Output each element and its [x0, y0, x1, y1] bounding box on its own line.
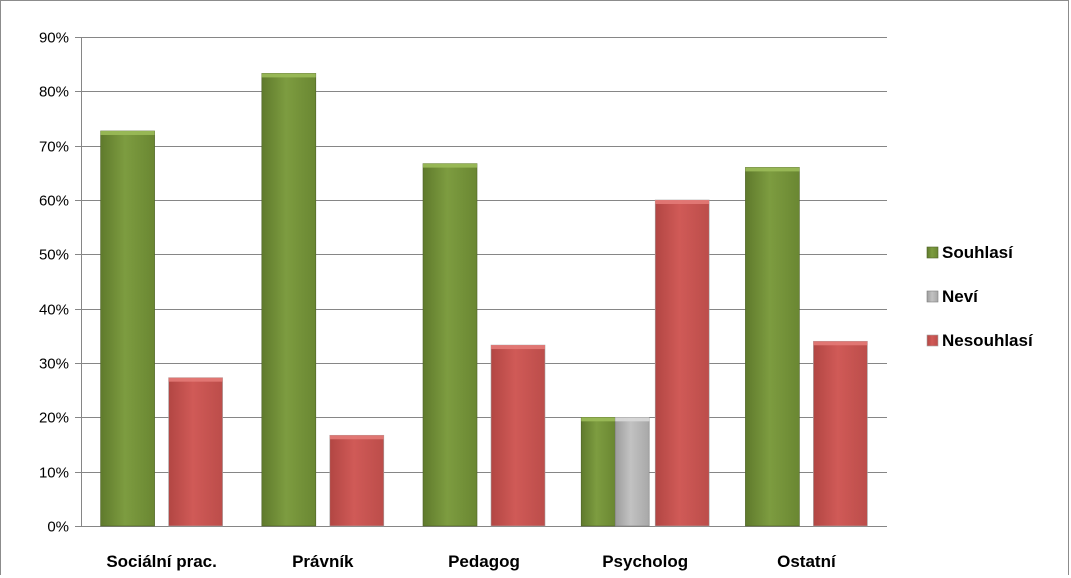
bar-highlight [655, 200, 710, 204]
bar-highlight [581, 417, 616, 422]
x-tick-label: Psycholog [602, 552, 688, 571]
bar-souhlasí-1 [100, 130, 155, 527]
y-tick-label: 80% [39, 84, 69, 101]
y-tick-label: 40% [39, 302, 69, 319]
bar-highlight [329, 435, 384, 440]
x-tick-label: Ostatní [777, 552, 837, 571]
bar-highlight [615, 417, 650, 422]
bar-souhlasí-3 [422, 163, 478, 527]
bar-nesouhlasí-4 [654, 199, 710, 527]
y-tick-label: 60% [39, 193, 69, 210]
legend-swatch-souhlasí [926, 246, 939, 259]
y-tick-label: 0% [47, 519, 69, 536]
labels: 0% 10% 20% 30% 40% 50% 60% 70% 80% 90% Sociální pr… [39, 30, 837, 572]
bar-highlight [100, 130, 155, 135]
y-tick-label: 30% [39, 356, 69, 373]
bar-neví-4 [614, 417, 650, 527]
legend-swatch-nesouhlasí [926, 334, 939, 347]
legend-label-neví: Neví [942, 287, 979, 306]
bar-highlight [745, 167, 800, 172]
bar-highlight [168, 377, 223, 382]
legend-label-souhlasí: Souhlasí [942, 243, 1014, 262]
bar-souhlasí-5 [745, 167, 800, 527]
y-tick-label: 90% [39, 30, 69, 47]
y-tick-label: 50% [39, 247, 69, 264]
bar-highlight [423, 163, 477, 168]
bar-souhlasí-4 [580, 417, 616, 527]
y-tick-label: 70% [39, 139, 69, 156]
bar-highlight [491, 345, 545, 350]
bar-nesouhlasí-5 [813, 340, 868, 527]
x-tick-label: Sociální prac. [106, 552, 217, 571]
bar-nesouhlasí-1 [168, 377, 223, 527]
bar-highlight [813, 341, 868, 346]
bar-nesouhlasí-2 [329, 434, 385, 527]
legend-label-nesouhlasí: Nesouhlasí [942, 331, 1034, 350]
legend-swatch-neví [926, 290, 939, 303]
bar-souhlasí-2 [261, 73, 317, 527]
y-tick-label: 20% [39, 410, 69, 427]
x-tick-label: Pedagog [448, 552, 520, 571]
bar-highlight [261, 73, 316, 78]
legend: Souhlasí Neví Nesouhlasí [926, 243, 1034, 350]
bar-nesouhlasí-3 [490, 344, 546, 527]
bars [100, 73, 868, 527]
x-tick-label: Právník [292, 552, 354, 571]
y-tick-label: 10% [39, 465, 69, 482]
